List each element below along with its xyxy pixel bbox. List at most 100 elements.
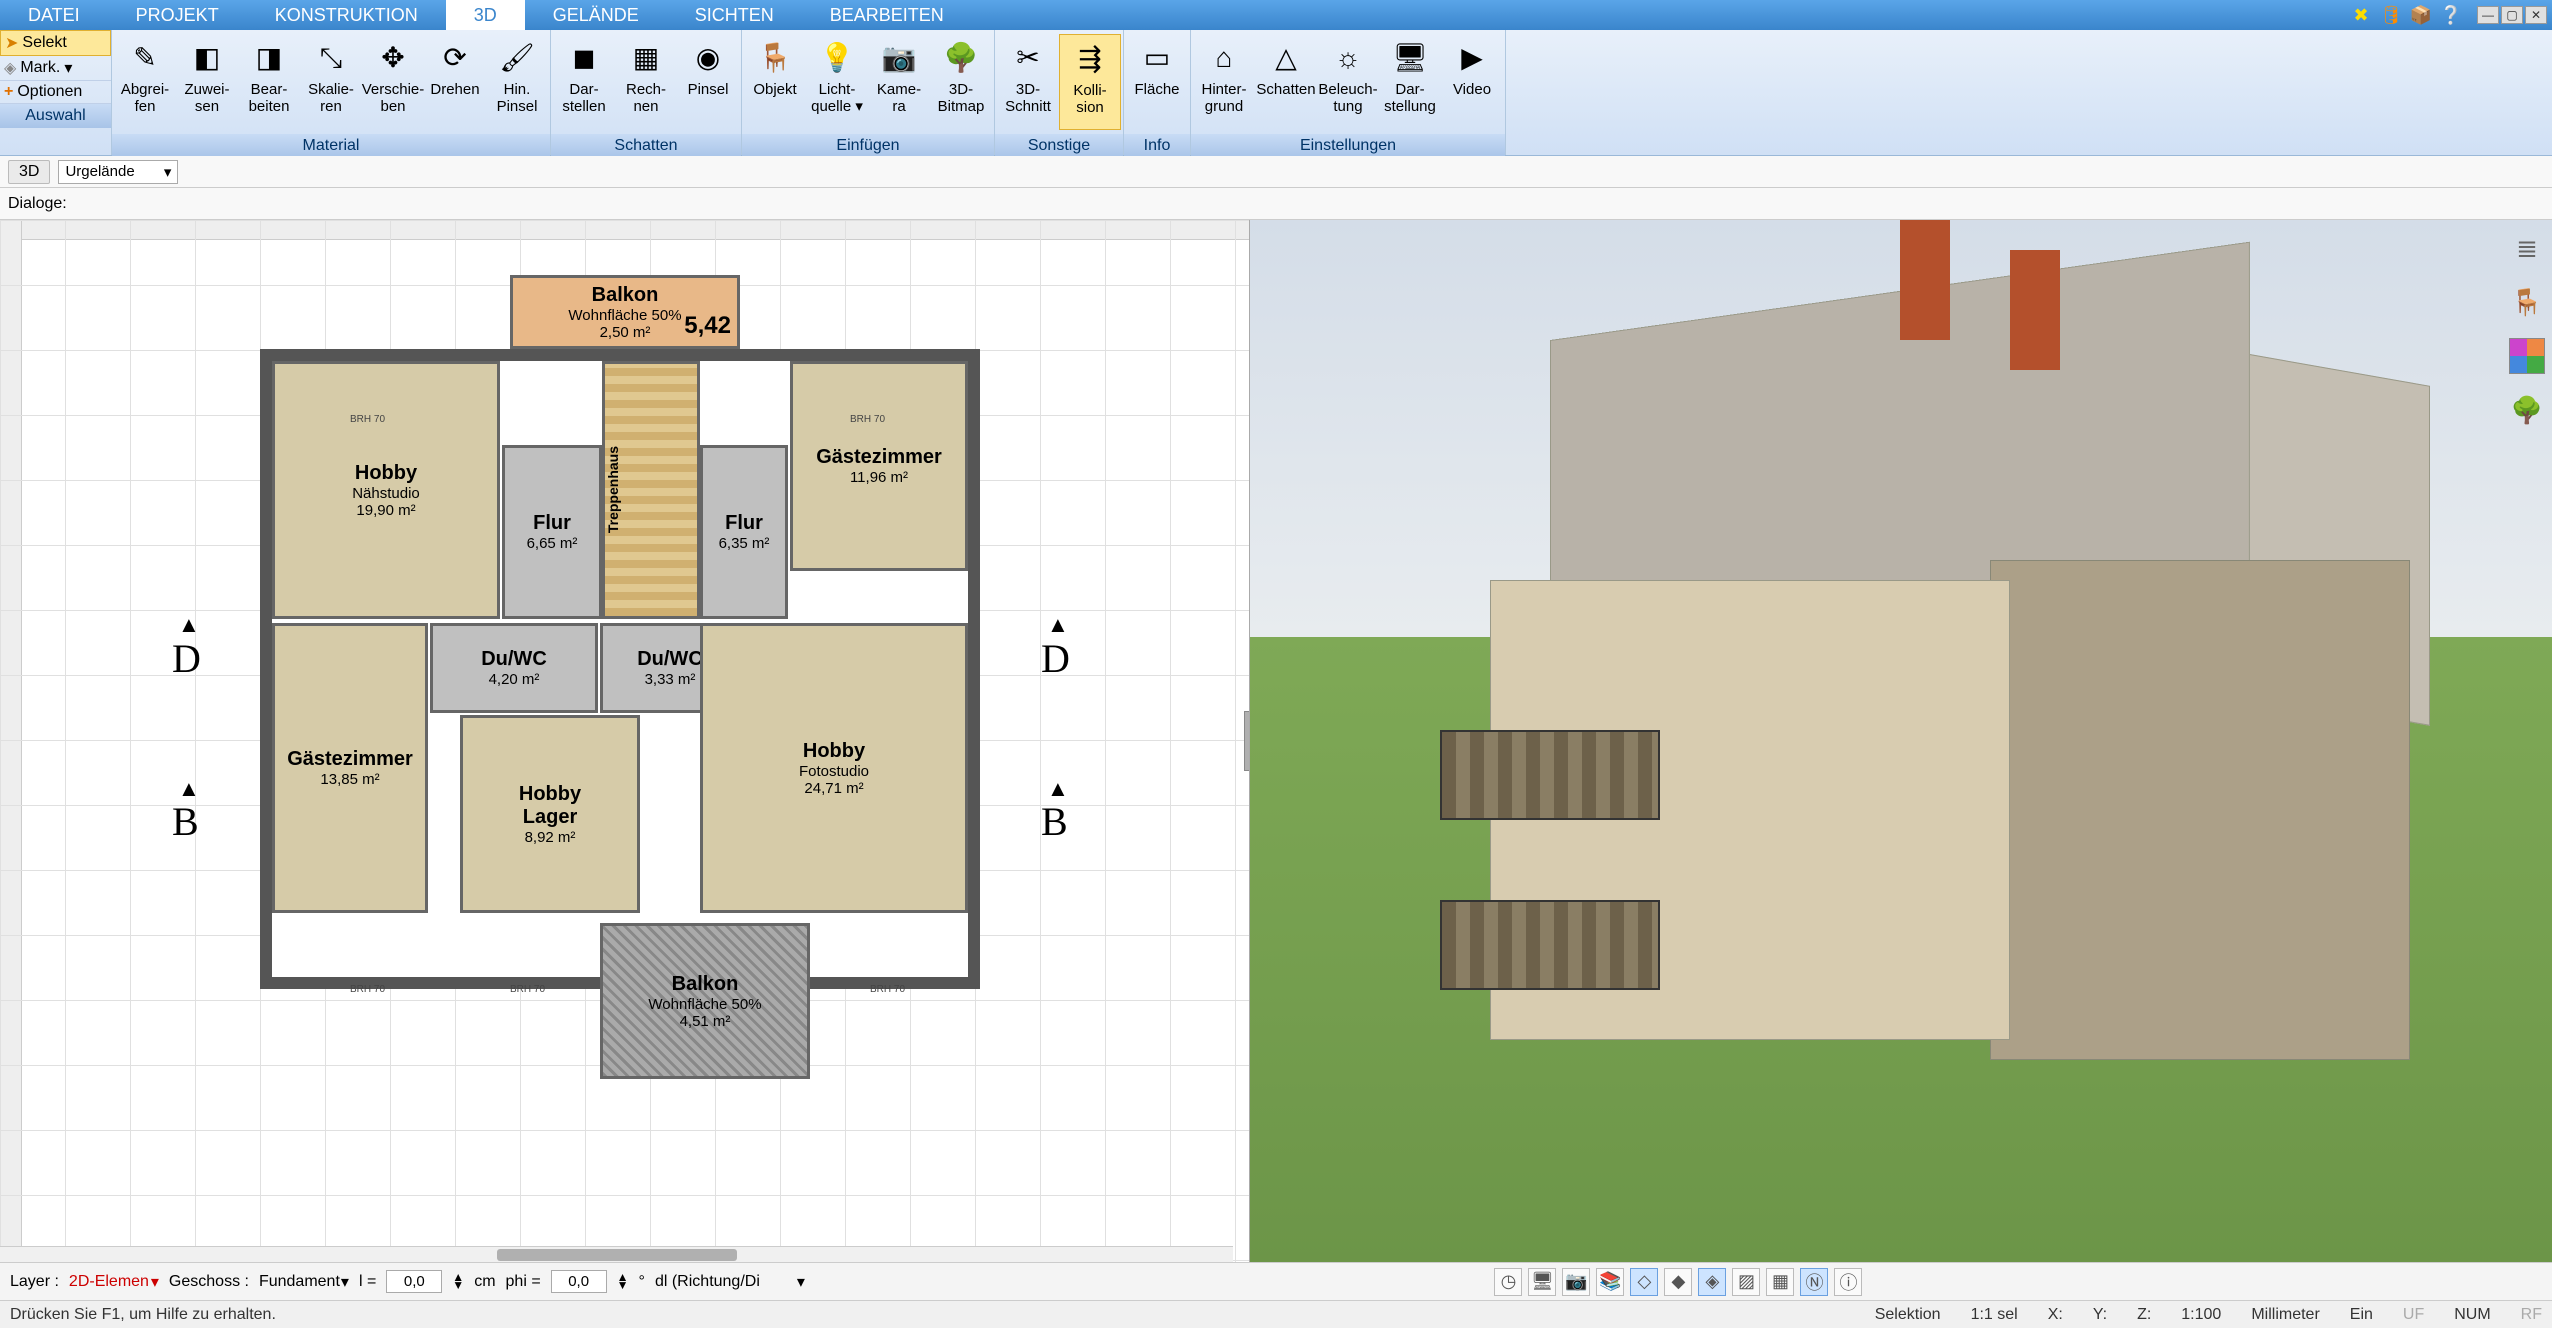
phi-down[interactable]: ▼: [617, 1282, 629, 1289]
ribbon-btn-label: Hin. Pinsel: [497, 82, 538, 115]
ribbon-icon: ◼: [564, 38, 604, 78]
snap1-icon[interactable]: ◇: [1630, 1268, 1658, 1296]
geschoss-combo[interactable]: Fundament▾: [259, 1272, 349, 1292]
ribbon-btn-label: Licht- quelle ▾: [811, 82, 863, 115]
status-num: NUM: [2454, 1306, 2490, 1324]
ribbon-sonstige-0[interactable]: ✂3D- Schnitt: [997, 34, 1059, 130]
north-icon[interactable]: Ⓝ: [1800, 1268, 1828, 1296]
layer-combo[interactable]: 2D-Elemen▾: [69, 1272, 159, 1292]
ribbon-btn-label: 3D- Schnitt: [1005, 82, 1051, 115]
camera-icon[interactable]: 📷: [1562, 1268, 1590, 1296]
info2-icon[interactable]: ⓘ: [1834, 1268, 1862, 1296]
room-5[interactable]: Du/WC4,20 m²: [430, 623, 598, 713]
ribbon-material-1[interactable]: ◧Zuwei- sen: [176, 34, 238, 130]
menu-datei[interactable]: DATEI: [0, 0, 108, 30]
ribbon-schatten-0[interactable]: ◼Dar- stellen: [553, 34, 615, 130]
snap3-icon[interactable]: ◈: [1698, 1268, 1726, 1296]
room-3[interactable]: Flur6,35 m²: [700, 445, 788, 619]
floorplan-pane[interactable]: BalkonWohnfläche 50%2,50 m²5,42HobbyNähs…: [0, 220, 1250, 1262]
section-b-arrow-l: ▲: [178, 776, 200, 802]
ribbon-einstellungen-4[interactable]: ▶Video: [1441, 34, 1503, 130]
mark-button[interactable]: ◈ Mark. ▾: [0, 56, 111, 81]
menu-sichten[interactable]: SICHTEN: [667, 0, 802, 30]
l-down[interactable]: ▼: [452, 1282, 464, 1289]
ribbon-einfügen-0[interactable]: 🪑Objekt: [744, 34, 806, 130]
window-minimize-button[interactable]: —: [2477, 6, 2499, 24]
ribbon-btn-label: Rech- nen: [626, 82, 666, 115]
menu-konstruktion[interactable]: KONSTRUKTION: [247, 0, 446, 30]
floorplan-hscroll[interactable]: [0, 1246, 1233, 1262]
ribbon-einstellungen-2[interactable]: ☼Beleuch- tung: [1317, 34, 1379, 130]
ribbon-einstellungen-0[interactable]: ⌂Hinter- grund: [1193, 34, 1255, 130]
geschoss-label: Geschoss :: [169, 1273, 249, 1291]
l-unit: cm: [474, 1273, 495, 1291]
ribbon-btn-label: Bear- beiten: [249, 82, 290, 115]
dropdown-icon: ▾: [64, 58, 72, 78]
menu-gelaende[interactable]: GELÄNDE: [525, 0, 667, 30]
furniture-icon[interactable]: 🪑: [2509, 284, 2545, 320]
ribbon-schatten-1[interactable]: ▦Rech- nen: [615, 34, 677, 130]
color-palette-icon[interactable]: [2509, 338, 2545, 374]
mark-icon: ◈: [4, 58, 16, 78]
dl-combo[interactable]: dl (Richtung/Di▾: [655, 1272, 805, 1292]
tree-icon[interactable]: 🌳: [2509, 392, 2545, 428]
selekt-button[interactable]: ➤ Selekt: [0, 30, 111, 56]
terrain-combo[interactable]: Urgelände ▾: [58, 160, 178, 184]
snap2-icon[interactable]: ◆: [1664, 1268, 1692, 1296]
section-b-right: B: [1041, 798, 1068, 845]
room-4[interactable]: Gästezimmer11,96 m²: [790, 361, 968, 571]
optionen-button[interactable]: + Optionen: [0, 81, 111, 104]
ribbon-material-3[interactable]: ⤡Skalie- ren: [300, 34, 362, 130]
grid-icon[interactable]: ▦: [1766, 1268, 1794, 1296]
ribbon-einfügen-1[interactable]: 💡Licht- quelle ▾: [806, 34, 868, 130]
window-close-button[interactable]: ✕: [2525, 6, 2547, 24]
phi-input[interactable]: [551, 1270, 607, 1293]
menu-projekt[interactable]: PROJEKT: [108, 0, 247, 30]
stack-icon[interactable]: 📚: [1596, 1268, 1624, 1296]
view3d-toolbar: ≣ 🪑 🌳: [2502, 230, 2552, 428]
hscroll-thumb[interactable]: [497, 1249, 737, 1261]
ribbon-material-2[interactable]: ◨Bear- beiten: [238, 34, 300, 130]
tool-icon-3[interactable]: 📦: [2409, 3, 2433, 27]
room-0[interactable]: BalkonWohnfläche 50%2,50 m²5,42: [510, 275, 740, 349]
room-name: HobbyLager: [463, 783, 637, 829]
ribbon-btn-label: Pinsel: [688, 82, 729, 99]
room-sub2: 13,85 m²: [275, 771, 425, 788]
menu-bearbeiten[interactable]: BEARBEITEN: [802, 0, 972, 30]
ribbon-info-0[interactable]: ▭Fläche: [1126, 34, 1188, 130]
room-9[interactable]: HobbyFotostudio24,71 m²: [700, 623, 968, 913]
room-8[interactable]: HobbyLager8,92 m²: [460, 715, 640, 913]
ribbon-einfügen-3[interactable]: 🌳3D- Bitmap: [930, 34, 992, 130]
view3d-pane[interactable]: ≣ 🪑 🌳: [1250, 220, 2552, 1262]
menu-3d[interactable]: 3D: [446, 0, 525, 30]
group-einstellungen-label: Einstellungen: [1191, 134, 1505, 158]
room-1[interactable]: HobbyNähstudio19,90 m²: [272, 361, 500, 619]
ribbon-material-4[interactable]: ✥Verschie- ben: [362, 34, 424, 130]
ribbon-material-6[interactable]: 🖌Hin. Pinsel: [486, 34, 548, 130]
group-material-label: Material: [112, 134, 550, 158]
tool-icon-4[interactable]: ❔: [2439, 3, 2463, 27]
section-b-arrow-r: ▲: [1047, 776, 1069, 802]
ribbon-icon: 🌳: [941, 38, 981, 78]
room-7[interactable]: Gästezimmer13,85 m²: [272, 623, 428, 913]
layers-icon[interactable]: ≣: [2509, 230, 2545, 266]
window-maximize-button[interactable]: ▢: [2501, 6, 2523, 24]
ribbon-material-0[interactable]: ✎Abgrei- fen: [114, 34, 176, 130]
ribbon-einstellungen-3[interactable]: 🖥Dar- stellung: [1379, 34, 1441, 130]
tool-icon-1[interactable]: ✖: [2349, 3, 2373, 27]
clock-icon[interactable]: ◷: [1494, 1268, 1522, 1296]
status-x: X:: [2048, 1306, 2063, 1324]
hatch-icon[interactable]: ▨: [1732, 1268, 1760, 1296]
l-input[interactable]: [386, 1270, 442, 1293]
room-2[interactable]: Flur6,65 m²: [502, 445, 602, 619]
room-10[interactable]: BalkonWohnfläche 50%4,51 m²: [600, 923, 810, 1079]
ribbon-material-5[interactable]: ⟳Drehen: [424, 34, 486, 130]
tool-icon-2[interactable]: 🛢: [2379, 3, 2403, 27]
ribbon-einstellungen-1[interactable]: △Schatten: [1255, 34, 1317, 130]
ribbon-schatten-2[interactable]: ◉Pinsel: [677, 34, 739, 130]
status-selektion: Selektion: [1875, 1306, 1941, 1324]
room-sub2: 8,92 m²: [463, 829, 637, 846]
ribbon-einfügen-2[interactable]: 📷Kame- ra: [868, 34, 930, 130]
monitor-icon[interactable]: 🖥: [1528, 1268, 1556, 1296]
ribbon-sonstige-1[interactable]: ⇶Kolli- sion: [1059, 34, 1121, 130]
